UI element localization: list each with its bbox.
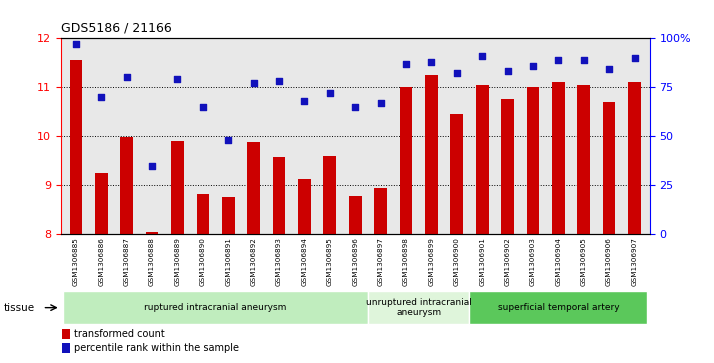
Text: GSM1306886: GSM1306886 bbox=[99, 237, 104, 286]
Bar bbox=[171, 141, 183, 234]
Point bbox=[70, 41, 81, 47]
Point bbox=[476, 53, 488, 59]
Point bbox=[197, 104, 208, 110]
Bar bbox=[247, 142, 260, 234]
Bar bbox=[476, 85, 488, 234]
Point bbox=[527, 63, 538, 69]
Point bbox=[375, 100, 386, 106]
Bar bbox=[451, 114, 463, 234]
Text: GSM1306905: GSM1306905 bbox=[580, 237, 587, 286]
Point bbox=[273, 78, 285, 84]
Text: GSM1306897: GSM1306897 bbox=[378, 237, 383, 286]
Text: GSM1306887: GSM1306887 bbox=[124, 237, 130, 286]
Bar bbox=[298, 179, 311, 234]
Point bbox=[629, 55, 640, 61]
Text: GDS5186 / 21166: GDS5186 / 21166 bbox=[61, 21, 171, 34]
Text: GSM1306894: GSM1306894 bbox=[301, 237, 308, 286]
Point bbox=[324, 90, 336, 96]
Bar bbox=[349, 196, 361, 234]
Bar bbox=[62, 329, 71, 339]
Text: tissue: tissue bbox=[4, 303, 35, 313]
Point bbox=[146, 163, 158, 168]
Bar bbox=[527, 87, 539, 234]
Text: GSM1306907: GSM1306907 bbox=[631, 237, 638, 286]
Point bbox=[553, 57, 564, 62]
Text: GSM1306902: GSM1306902 bbox=[505, 237, 511, 286]
Text: GSM1306901: GSM1306901 bbox=[479, 237, 486, 286]
Point bbox=[451, 70, 463, 76]
Text: GSM1306893: GSM1306893 bbox=[276, 237, 282, 286]
Point bbox=[426, 59, 437, 65]
FancyBboxPatch shape bbox=[470, 291, 647, 324]
Text: superficial temporal artery: superficial temporal artery bbox=[498, 303, 619, 312]
Point bbox=[502, 69, 513, 74]
Text: GSM1306891: GSM1306891 bbox=[225, 237, 231, 286]
Text: GSM1306885: GSM1306885 bbox=[73, 237, 79, 286]
Point bbox=[578, 57, 590, 62]
Bar bbox=[196, 194, 209, 234]
Text: GSM1306889: GSM1306889 bbox=[174, 237, 181, 286]
Text: GSM1306896: GSM1306896 bbox=[352, 237, 358, 286]
Point bbox=[121, 74, 132, 80]
Text: GSM1306906: GSM1306906 bbox=[606, 237, 612, 286]
Text: GSM1306895: GSM1306895 bbox=[327, 237, 333, 286]
Bar bbox=[323, 156, 336, 234]
Bar bbox=[552, 82, 565, 234]
Text: GSM1306892: GSM1306892 bbox=[251, 237, 256, 286]
Bar bbox=[69, 60, 82, 234]
Bar bbox=[273, 157, 286, 234]
Bar bbox=[603, 102, 615, 234]
Point bbox=[248, 80, 259, 86]
Point bbox=[401, 61, 412, 66]
Bar bbox=[425, 75, 438, 234]
Point bbox=[223, 137, 234, 143]
Text: GSM1306898: GSM1306898 bbox=[403, 237, 409, 286]
Text: GSM1306888: GSM1306888 bbox=[149, 237, 155, 286]
Bar bbox=[95, 173, 108, 234]
Text: transformed count: transformed count bbox=[74, 329, 164, 339]
Bar bbox=[400, 87, 413, 234]
FancyBboxPatch shape bbox=[64, 291, 368, 324]
Point bbox=[349, 104, 361, 110]
Text: GSM1306903: GSM1306903 bbox=[530, 237, 536, 286]
Text: GSM1306900: GSM1306900 bbox=[454, 237, 460, 286]
Point bbox=[603, 66, 615, 72]
Text: percentile rank within the sample: percentile rank within the sample bbox=[74, 343, 238, 353]
Bar bbox=[578, 85, 590, 234]
Bar bbox=[121, 137, 133, 234]
Text: unruptured intracranial
aneurysm: unruptured intracranial aneurysm bbox=[366, 298, 472, 317]
Text: GSM1306899: GSM1306899 bbox=[428, 237, 434, 286]
FancyBboxPatch shape bbox=[368, 291, 470, 324]
Bar bbox=[628, 82, 641, 234]
Point bbox=[298, 98, 310, 104]
Bar bbox=[222, 197, 235, 234]
Point bbox=[172, 76, 183, 82]
Bar bbox=[62, 343, 71, 353]
Bar bbox=[374, 188, 387, 234]
Bar bbox=[146, 232, 159, 234]
Point bbox=[96, 94, 107, 100]
Text: GSM1306904: GSM1306904 bbox=[555, 237, 561, 286]
Bar bbox=[501, 99, 514, 234]
Text: ruptured intracranial aneurysm: ruptured intracranial aneurysm bbox=[144, 303, 287, 312]
Text: GSM1306890: GSM1306890 bbox=[200, 237, 206, 286]
